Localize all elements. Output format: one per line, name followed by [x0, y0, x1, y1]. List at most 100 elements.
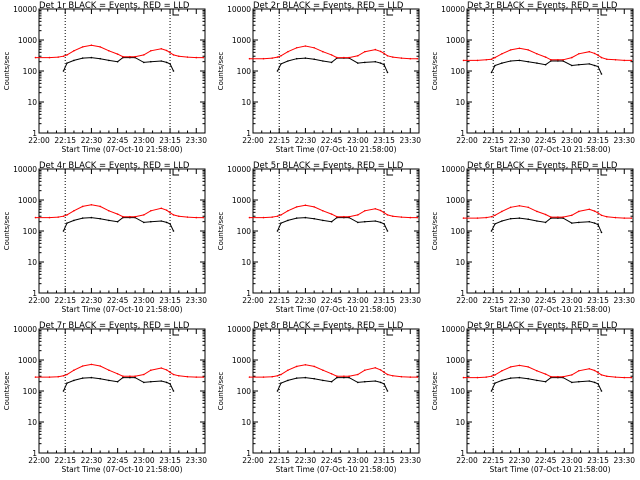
y-tick-label: 1000 — [18, 196, 37, 205]
data-point-events — [518, 376, 521, 379]
data-point-events — [509, 217, 512, 220]
data-point-lld — [485, 376, 488, 378]
x-tick-label: 23:15 — [587, 456, 609, 465]
data-point-events — [348, 376, 350, 379]
data-point-lld — [322, 50, 324, 53]
data-point-lld — [57, 216, 59, 218]
data-point-lld — [99, 205, 101, 208]
y-tick-label: 100 — [451, 67, 466, 76]
data-point-lld — [160, 48, 163, 50]
data-point-lld — [518, 364, 521, 367]
x-tick-label: 22:30 — [81, 296, 103, 305]
data-point-lld — [169, 51, 171, 54]
data-point-events — [578, 63, 580, 66]
y-tick-label: 100 — [237, 387, 252, 396]
y-tick-label: 1000 — [446, 196, 465, 205]
y-axis-label: Counts/sec — [3, 52, 11, 91]
x-axis-label: Start Time (07-Oct-10 21:58:00) — [61, 145, 182, 154]
data-point-lld — [518, 205, 521, 207]
data-point-lld — [122, 55, 124, 58]
data-point-lld — [462, 376, 465, 379]
data-point-events — [122, 376, 124, 379]
data-point-events — [295, 57, 298, 60]
data-point-lld — [129, 215, 131, 218]
data-point-lld — [597, 212, 599, 214]
data-point-lld — [383, 211, 385, 214]
data-point-events — [62, 70, 65, 72]
data-point-events — [143, 61, 145, 64]
x-tick-label: 23:30 — [613, 456, 635, 465]
data-point-events — [295, 377, 298, 379]
data-point-lld — [81, 46, 84, 48]
data-point-events — [172, 390, 175, 392]
data-point-lld — [287, 210, 289, 212]
data-point-lld — [509, 366, 512, 368]
data-point-lld — [501, 370, 503, 372]
data-point-lld — [379, 369, 382, 371]
data-point-lld — [271, 375, 274, 378]
data-point-lld — [322, 210, 324, 212]
data-point-lld — [99, 46, 101, 48]
data-point-lld — [73, 210, 75, 212]
data-point-lld — [195, 56, 198, 59]
data-point-lld — [386, 373, 389, 376]
data-point-events — [81, 217, 84, 219]
data-point-lld — [490, 58, 493, 60]
data-point-lld — [202, 56, 205, 59]
data-point-lld — [330, 54, 333, 56]
data-point-lld — [81, 205, 84, 208]
y-tick-label: 1 — [460, 129, 465, 138]
series-line-events — [63, 217, 174, 232]
data-point-events — [578, 380, 580, 383]
data-point-lld — [606, 58, 608, 60]
data-point-lld — [550, 375, 552, 378]
data-point-events — [99, 217, 101, 220]
data-point-lld — [343, 215, 345, 218]
data-point-events — [593, 381, 596, 384]
data-point-lld — [623, 59, 626, 62]
data-point-events — [165, 61, 168, 64]
data-point-lld — [287, 50, 289, 53]
data-point-lld — [416, 376, 419, 378]
y-tick-label: 1 — [246, 449, 251, 458]
x-tick-label: 22:00 — [456, 456, 478, 465]
x-tick-label: 23:00 — [561, 136, 583, 145]
data-point-events — [169, 383, 171, 385]
x-tick-label: 22:15 — [268, 296, 290, 305]
data-point-events — [116, 220, 119, 223]
data-point-lld — [195, 376, 198, 378]
data-point-events — [494, 64, 496, 67]
x-tick-label: 22:45 — [107, 456, 129, 465]
data-point-events — [571, 381, 573, 384]
x-tick-label: 23:00 — [133, 296, 155, 305]
data-point-lld — [544, 213, 547, 216]
data-point-lld — [134, 55, 136, 58]
data-point-events — [150, 220, 152, 223]
data-point-lld — [593, 369, 596, 372]
x-axis-label: Start Time (07-Oct-10 21:58:00) — [489, 305, 610, 314]
data-point-events — [364, 220, 366, 223]
data-point-lld — [160, 207, 163, 210]
y-tick-label: 10 — [455, 98, 465, 107]
data-point-events — [134, 376, 136, 379]
y-tick-label: 1000 — [446, 36, 465, 45]
y-tick-label: 1 — [460, 449, 465, 458]
data-point-lld — [295, 47, 298, 49]
data-point-events — [379, 221, 382, 224]
data-point-lld — [600, 56, 603, 59]
x-tick-label: 22:00 — [242, 296, 264, 305]
data-point-lld — [178, 375, 180, 377]
x-tick-label: 23:00 — [347, 296, 369, 305]
data-point-events — [383, 383, 385, 385]
x-tick-label: 23:00 — [561, 456, 583, 465]
data-point-events — [544, 63, 547, 66]
data-point-lld — [462, 59, 465, 62]
x-tick-label: 23:30 — [399, 456, 421, 465]
data-point-events — [562, 60, 564, 62]
data-point-lld — [304, 204, 307, 206]
panel-det-2: Det 2r BLACK = Events, RED = LLD 1 10 100 10… — [217, 1, 421, 154]
data-point-lld — [578, 53, 580, 55]
data-point-lld — [400, 216, 403, 218]
data-point-events — [357, 381, 359, 384]
data-point-events — [99, 377, 101, 380]
